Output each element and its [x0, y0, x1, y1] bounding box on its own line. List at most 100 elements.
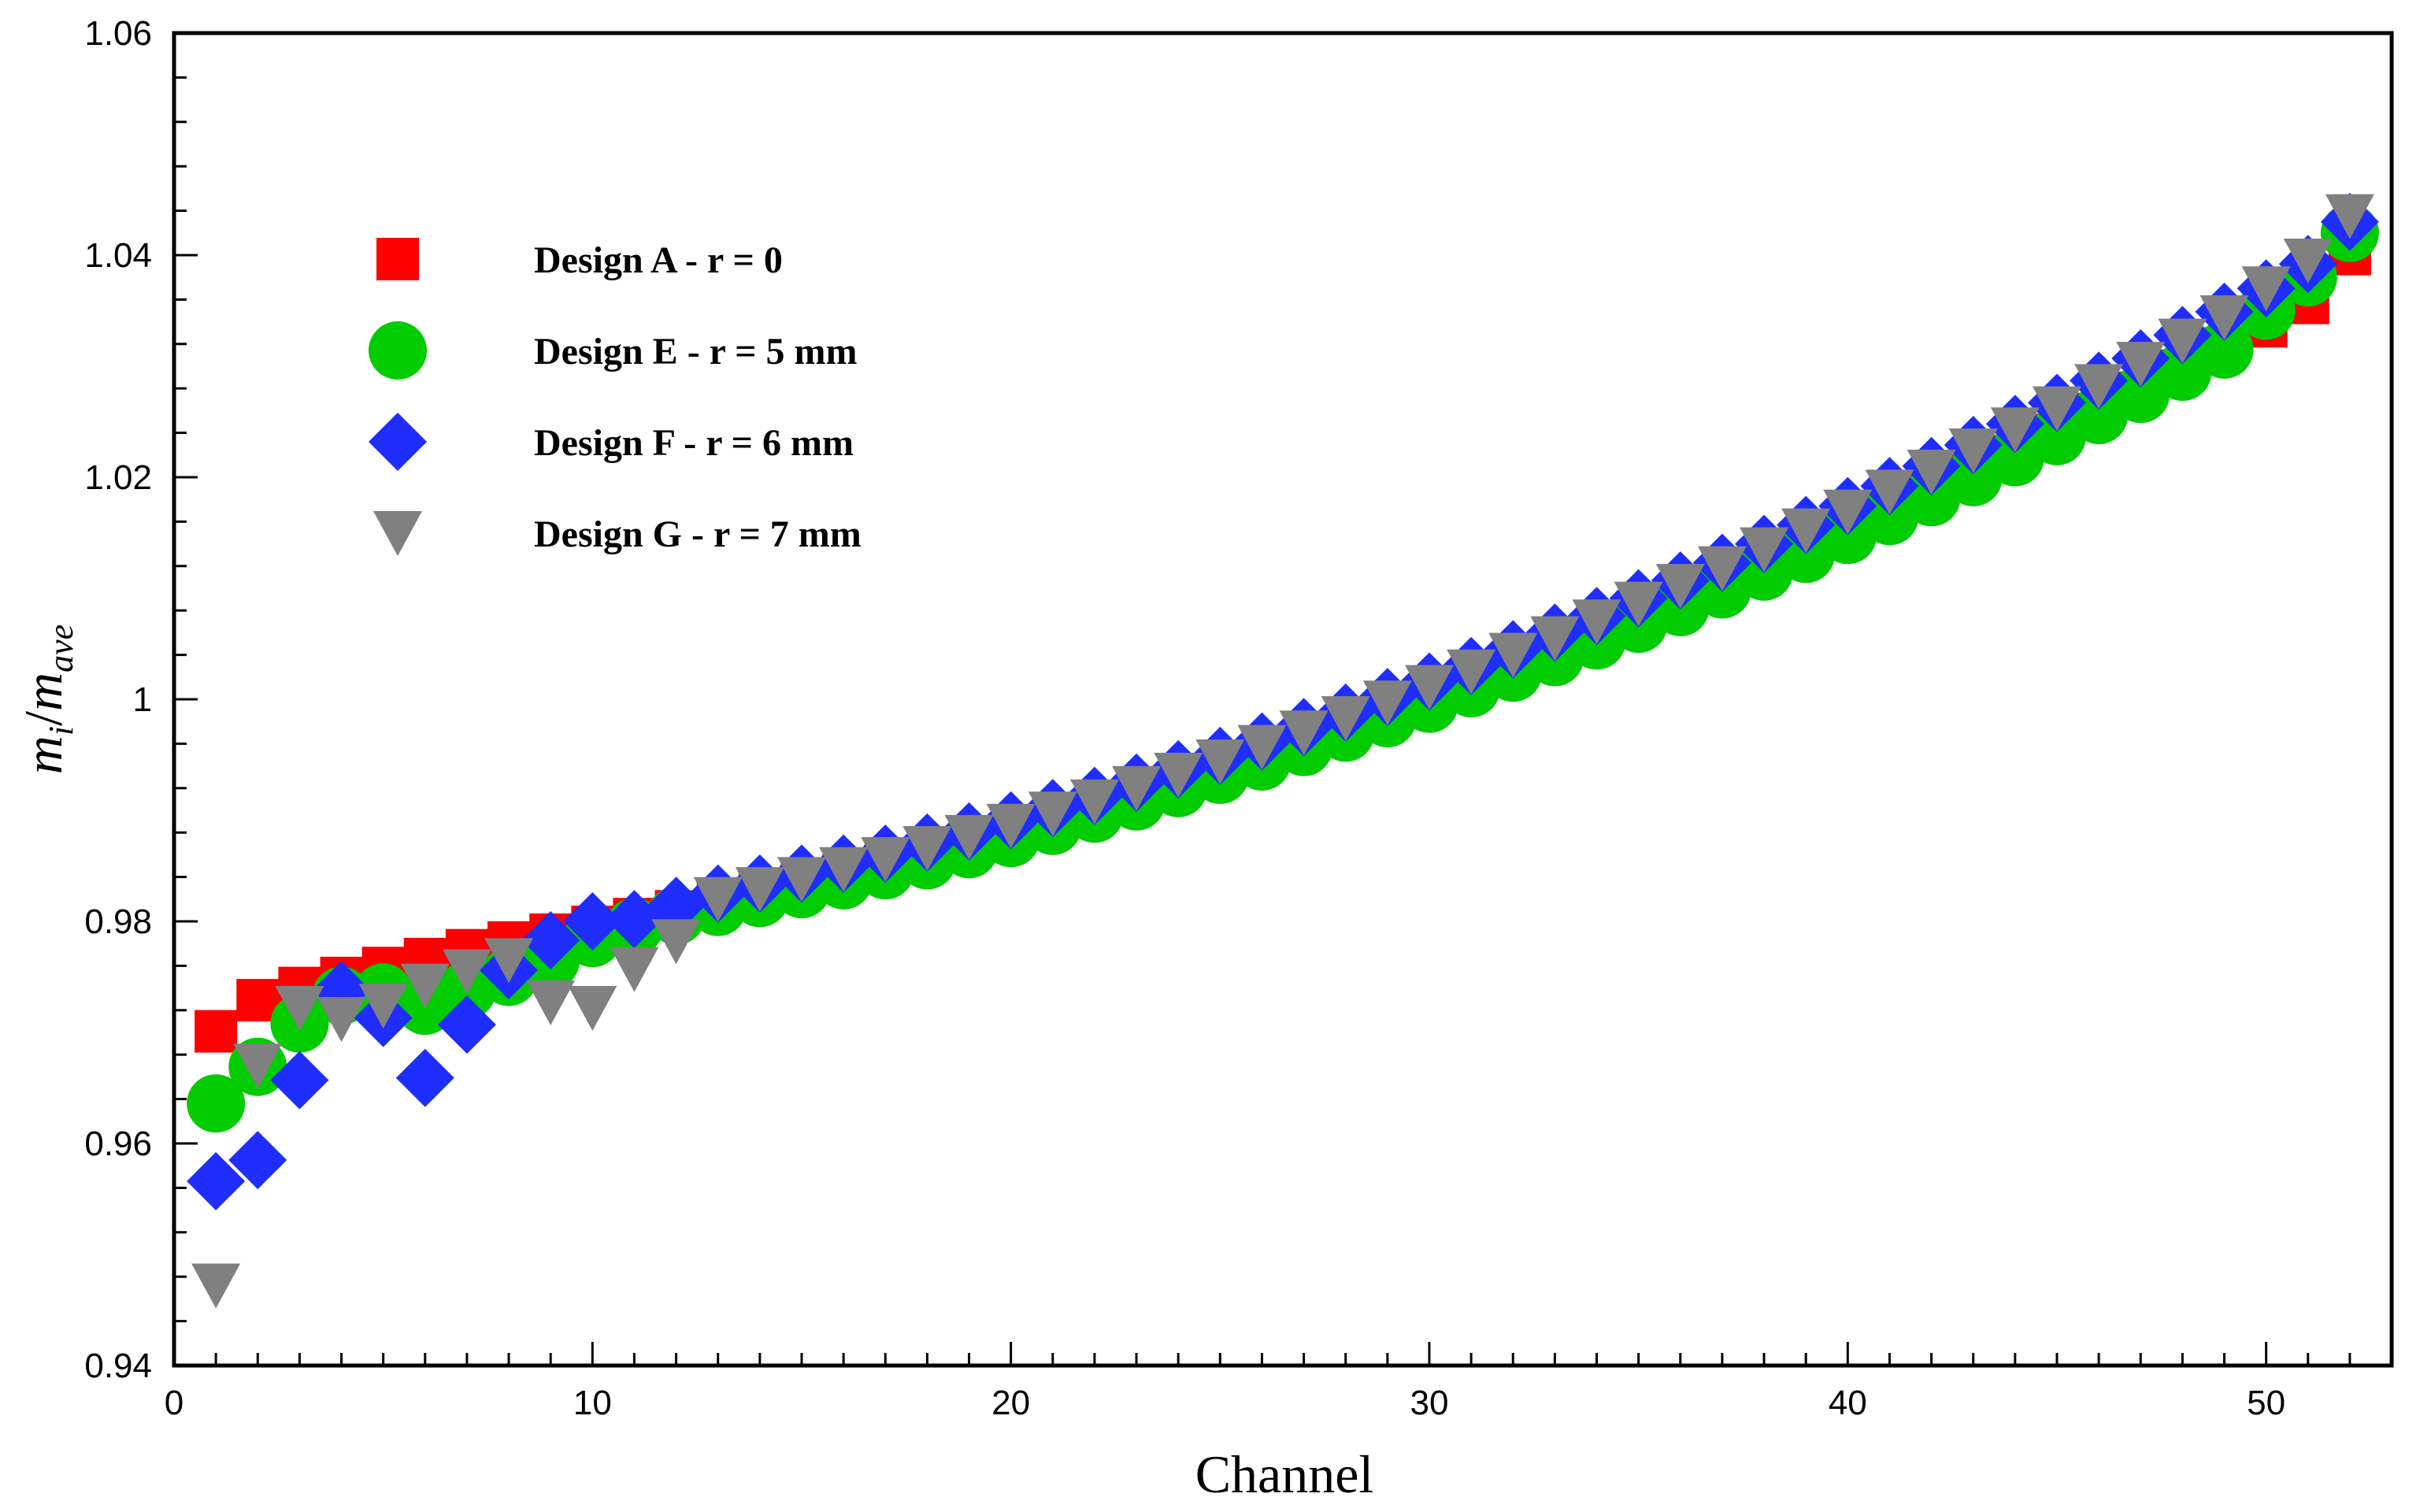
- legend-entry: Design E - r = 5 mm: [369, 321, 857, 380]
- x-tick-label: 40: [1829, 1384, 1867, 1422]
- legend-marker-circle: [369, 321, 427, 380]
- data-point-triangle-down: [1740, 527, 1789, 573]
- data-point-triangle-down: [317, 997, 366, 1043]
- data-point-triangle-down: [986, 803, 1036, 849]
- data-point-triangle-down: [1195, 739, 1245, 784]
- data-point-triangle-down: [1865, 469, 1914, 515]
- y-tick-label: 1.04: [84, 236, 152, 275]
- legend-entry: Design G - r = 7 mm: [373, 511, 862, 556]
- legend-label: Design E - r = 5 mm: [534, 331, 857, 372]
- data-point-triangle-down: [568, 985, 617, 1031]
- data-point-triangle-down: [400, 963, 450, 1009]
- data-point-triangle-down: [1907, 449, 1956, 495]
- data-point-square: [195, 1010, 238, 1053]
- data-point-triangle-down: [1112, 765, 1162, 811]
- data-point-triangle-down: [2200, 295, 2249, 340]
- legend-label: Design A - r = 0: [534, 239, 783, 281]
- data-point-triangle-down: [2032, 386, 2081, 432]
- data-point-triangle-down: [651, 919, 701, 965]
- x-axis-title: Channel: [1195, 1444, 1374, 1504]
- data-point-circle: [187, 1074, 246, 1133]
- y-tick-labels: 0.94 0.96 0.98 1 1.02 1.04 1.06: [84, 14, 152, 1385]
- data-point-triangle-down: [526, 980, 576, 1025]
- data-point-triangle-down: [2283, 239, 2333, 284]
- y-axis-title: mi/mave: [13, 624, 80, 774]
- legend-entry: Design A - r = 0: [376, 238, 783, 281]
- data-point-triangle-down: [735, 867, 784, 913]
- y-tick-label: 1: [133, 680, 152, 719]
- data-point-triangle-down: [1488, 632, 1538, 678]
- legend-marker-triangle-down: [373, 511, 422, 556]
- legend-marker-diamond: [369, 413, 427, 471]
- series-circle: [187, 203, 2379, 1133]
- data-point-triangle-down: [1362, 680, 1412, 726]
- x-tick-label: 20: [991, 1384, 1030, 1422]
- y-axis-title-slash: /: [13, 711, 73, 726]
- axis-ticks: [174, 76, 2352, 1366]
- y-axis-title-m2: m: [13, 673, 73, 711]
- data-point-triangle-down: [1069, 779, 1119, 825]
- data-point-triangle-down: [1154, 752, 1203, 798]
- y-axis-title-m1: m: [13, 736, 73, 774]
- data-point-diamond: [437, 995, 496, 1054]
- data-point-triangle-down: [484, 938, 534, 984]
- data-point-triangle-down: [1572, 599, 1621, 645]
- data-point-triangle-down: [2241, 266, 2291, 312]
- data-point-triangle-down: [2116, 342, 2166, 387]
- data-point-triangle-down: [1279, 710, 1329, 756]
- data-point-triangle-down: [861, 837, 910, 883]
- y-tick-label: 0.96: [84, 1125, 152, 1163]
- data-point-diamond: [563, 892, 622, 951]
- legend: Design A - r = 0 Design E - r = 5 mm Desig…: [369, 238, 862, 556]
- y-tick-label: 0.98: [84, 902, 152, 941]
- legend-label: Design F - r = 6 mm: [534, 422, 854, 464]
- data-point-triangle-down: [1404, 665, 1454, 710]
- data-point-triangle-down: [191, 1263, 241, 1309]
- x-tick-label: 50: [2247, 1384, 2285, 1422]
- data-point-diamond: [521, 910, 580, 969]
- data-point-triangle-down: [1028, 791, 1077, 837]
- data-point-triangle-down: [1781, 508, 1831, 554]
- data-point-triangle-down: [1823, 489, 1873, 535]
- data-point-triangle-down: [1237, 724, 1287, 770]
- x-tick-label: 30: [1410, 1384, 1448, 1422]
- data-point-triangle-down: [1990, 407, 2040, 453]
- data-point-triangle-down: [1697, 546, 1747, 591]
- y-axis-title-sub2: ave: [42, 624, 80, 673]
- data-point-triangle-down: [610, 947, 659, 992]
- series-square: [195, 232, 2371, 1053]
- plot-frame: [172, 31, 2394, 1368]
- data-point-diamond: [270, 1051, 329, 1110]
- data-point-triangle-down: [1948, 428, 1998, 474]
- series-triangle-down: [191, 194, 2374, 1309]
- y-tick-label: 1.02: [84, 458, 152, 497]
- legend-label: Design G - r = 7 mm: [534, 513, 862, 555]
- x-tick-label: 0: [165, 1384, 183, 1422]
- y-tick-label: 1.06: [84, 14, 152, 53]
- legend-marker-square: [376, 238, 419, 280]
- data-point-triangle-down: [819, 847, 869, 892]
- data-point-triangle-down: [358, 984, 408, 1029]
- data-point-triangle-down: [2074, 364, 2124, 410]
- data-point-triangle-down: [776, 857, 826, 902]
- x-tick-labels: 0 10 20 30 40 50: [165, 1384, 2285, 1422]
- y-tick-label: 0.94: [84, 1347, 152, 1385]
- data-point-triangle-down: [902, 825, 952, 871]
- data-point-triangle-down: [693, 876, 743, 922]
- series-diamond: [187, 192, 2379, 1210]
- data-point-triangle-down: [1447, 649, 1496, 695]
- data-point-triangle-down: [944, 814, 994, 860]
- data-point-triangle-down: [1655, 564, 1705, 610]
- data-point-triangle-down: [1614, 581, 1663, 627]
- data-point-diamond: [228, 1131, 287, 1190]
- data-point-triangle-down: [233, 1043, 283, 1089]
- data-point-triangle-down: [275, 985, 324, 1031]
- x-tick-label: 10: [573, 1384, 612, 1422]
- plot-area: [187, 192, 2379, 1309]
- legend-entry: Design F - r = 6 mm: [369, 413, 854, 471]
- data-point-triangle-down: [1530, 616, 1580, 662]
- data-point-square: [236, 979, 280, 1022]
- y-axis-title-sub1: i: [42, 726, 80, 736]
- data-point-diamond: [187, 1151, 246, 1210]
